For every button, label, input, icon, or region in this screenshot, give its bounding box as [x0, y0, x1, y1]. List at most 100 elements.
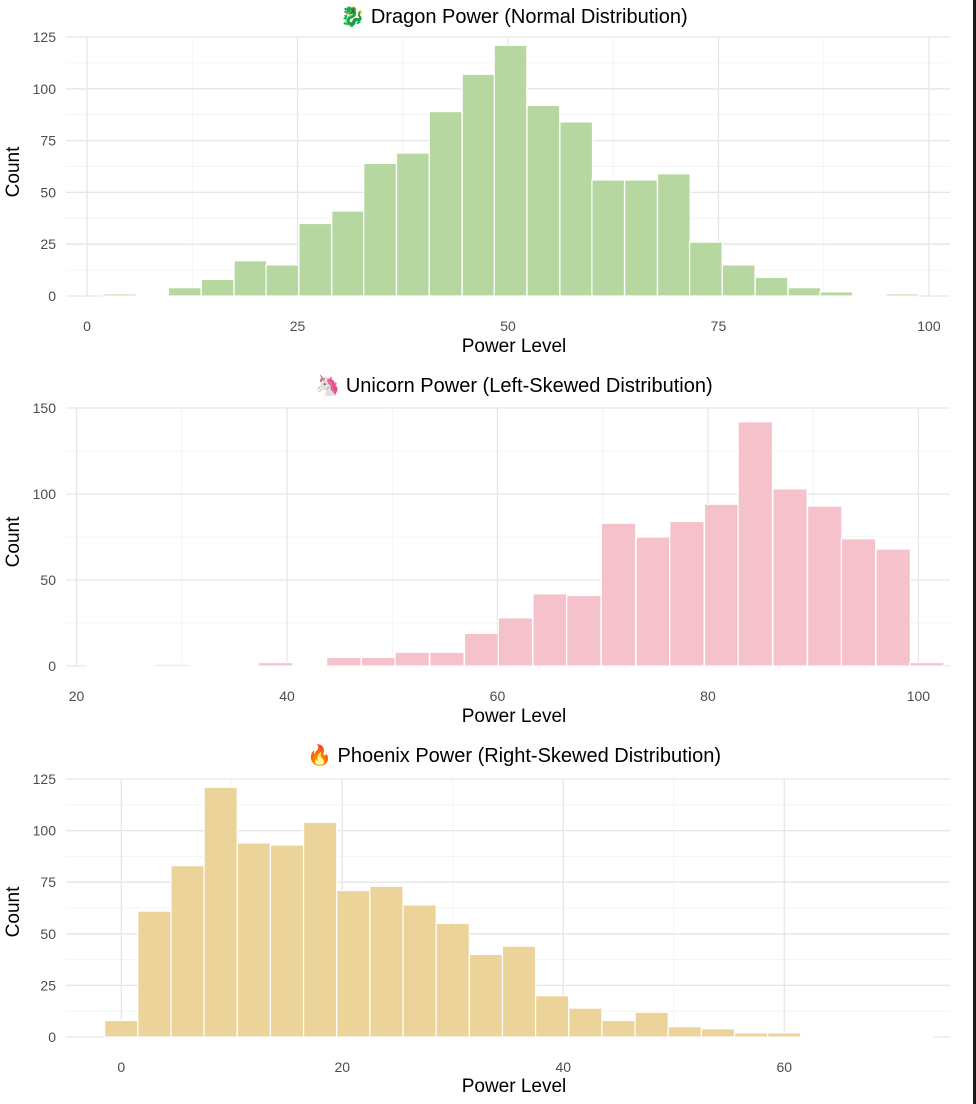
dragon-y-axis-label: Count	[3, 146, 24, 197]
dragon-y-tick-label: 125	[33, 29, 57, 45]
dragon-bar	[656, 173, 691, 297]
phoenix-bar	[170, 865, 205, 1038]
dragon-histogram-panel: 0 25 50 75 100 125 0 25 50 75 100 🐉 Dragon Power …	[3, 4, 950, 357]
unicorn-bar	[566, 594, 602, 667]
phoenix-bar	[302, 821, 338, 1038]
unicorn-bar	[292, 665, 328, 668]
unicorn-bar	[600, 522, 637, 667]
unicorn-bar	[532, 593, 568, 667]
unicorn-bar	[497, 617, 534, 667]
unicorn-x-tick-label: 20	[69, 688, 85, 704]
dragon-x-tick-label: 25	[290, 318, 306, 334]
dragon-bar	[265, 264, 300, 297]
dragon-chart-title: 🐉 Dragon Power (Normal Distribution)	[340, 4, 687, 28]
phoenix-bar	[468, 953, 504, 1038]
phoenix-histogram-panel: 0 25 50 75 100 125 0 20 40 60 🔥 Phoenix Power (R…	[3, 743, 950, 1097]
unicorn-bar	[154, 663, 191, 667]
phoenix-bar	[535, 995, 570, 1038]
phoenix-bar	[800, 1036, 835, 1039]
phoenix-bar	[402, 904, 437, 1038]
phoenix-bars	[104, 786, 935, 1039]
phoenix-bar	[336, 889, 371, 1038]
phoenix-y-tick-label: 100	[33, 823, 57, 839]
unicorn-y-axis-label: Count	[3, 516, 24, 567]
phoenix-bar	[137, 910, 172, 1038]
unicorn-x-tick-label: 40	[279, 688, 295, 704]
unicorn-bar	[737, 421, 774, 667]
dragon-bar	[721, 264, 756, 297]
dragon-bar	[526, 104, 561, 297]
dragon-bar	[885, 293, 919, 297]
phoenix-x-axis-label: Power Level	[462, 1076, 567, 1097]
unicorn-bar	[840, 538, 877, 667]
unicorn-y-tick-label: 50	[40, 572, 56, 588]
phoenix-y-tick-labels: 0 25 50 75 100 125	[33, 771, 57, 1045]
dragon-bar	[298, 222, 333, 297]
unicorn-bar	[189, 665, 225, 668]
unicorn-y-tick-label: 100	[33, 486, 57, 502]
dragon-x-tick-labels: 0 25 50 75 100	[83, 318, 941, 334]
phoenix-x-tick-labels: 0 20 40 60	[117, 1059, 792, 1075]
phoenix-bar	[767, 1032, 802, 1038]
unicorn-bar	[394, 651, 430, 667]
unicorn-bar	[875, 548, 911, 667]
dragon-bar	[461, 73, 496, 297]
phoenix-y-tick-label: 0	[48, 1029, 56, 1045]
unicorn-bars	[86, 421, 945, 668]
dragon-bar	[852, 295, 887, 298]
phoenix-x-tick-label: 0	[117, 1059, 125, 1075]
phoenix-x-tick-label: 20	[334, 1059, 350, 1075]
unicorn-y-tick-labels: 0 50 100 150	[33, 400, 57, 674]
dragon-x-tick-label: 50	[500, 318, 516, 334]
unicorn-bar	[807, 505, 843, 667]
dragon-bar	[331, 210, 365, 297]
unicorn-bar	[635, 536, 671, 667]
unicorn-histogram-panel: 0 50 100 150 20 40 60 80 100 🦄 Unicorn Power (L…	[3, 373, 950, 727]
phoenix-x-tick-label: 60	[776, 1059, 792, 1075]
dragon-bar	[233, 260, 268, 297]
window-edge-border	[973, 0, 976, 1104]
dragon-bar	[787, 287, 822, 297]
dragon-bar	[167, 287, 202, 297]
dragon-bar	[754, 276, 789, 297]
dragon-y-tick-label: 25	[40, 236, 56, 252]
phoenix-bar	[369, 885, 404, 1038]
dragon-x-tick-label: 75	[711, 318, 727, 334]
dragon-bar	[591, 179, 626, 297]
unicorn-x-tick-label: 100	[907, 688, 931, 704]
phoenix-bar	[866, 1036, 901, 1039]
dragon-x-axis-label: Power Level	[462, 336, 567, 357]
phoenix-x-tick-label: 40	[555, 1059, 571, 1075]
unicorn-bar	[222, 665, 259, 668]
unicorn-x-axis-label: Power Level	[462, 706, 567, 727]
phoenix-bar	[634, 1011, 669, 1038]
dragon-x-tick-label: 0	[83, 318, 91, 334]
phoenix-bar	[601, 1019, 636, 1038]
dragon-bar	[363, 162, 397, 297]
phoenix-bar	[833, 1036, 868, 1039]
dragon-y-tick-label: 0	[48, 288, 56, 304]
unicorn-bar	[463, 632, 500, 667]
unicorn-x-tick-label: 80	[700, 688, 716, 704]
fire-icon: 🔥	[307, 743, 332, 767]
phoenix-y-tick-label: 25	[40, 977, 56, 993]
dragon-bars	[102, 44, 919, 298]
unicorn-y-tick-label: 0	[48, 658, 56, 674]
phoenix-y-tick-label: 125	[33, 771, 57, 787]
phoenix-bar	[568, 1007, 603, 1038]
unicorn-bar	[326, 656, 362, 667]
phoenix-y-tick-label: 50	[40, 926, 56, 942]
phoenix-bar	[236, 842, 272, 1038]
dragon-icon: 🐉	[340, 4, 365, 28]
dragon-bar	[624, 179, 658, 297]
unicorn-bar	[909, 661, 945, 667]
dragon-y-tick-label: 100	[33, 81, 57, 97]
phoenix-bar	[667, 1026, 702, 1038]
unicorn-chart-title: 🦄 Unicorn Power (Left-Skewed Distributio…	[315, 373, 712, 397]
dragon-bar	[200, 278, 235, 297]
dragon-bar	[428, 110, 463, 297]
dragon-y-tick-labels: 0 25 50 75 100 125	[33, 29, 57, 304]
unicorn-bar	[429, 651, 465, 667]
unicorn-bar	[703, 503, 740, 667]
phoenix-bar	[435, 922, 470, 1038]
